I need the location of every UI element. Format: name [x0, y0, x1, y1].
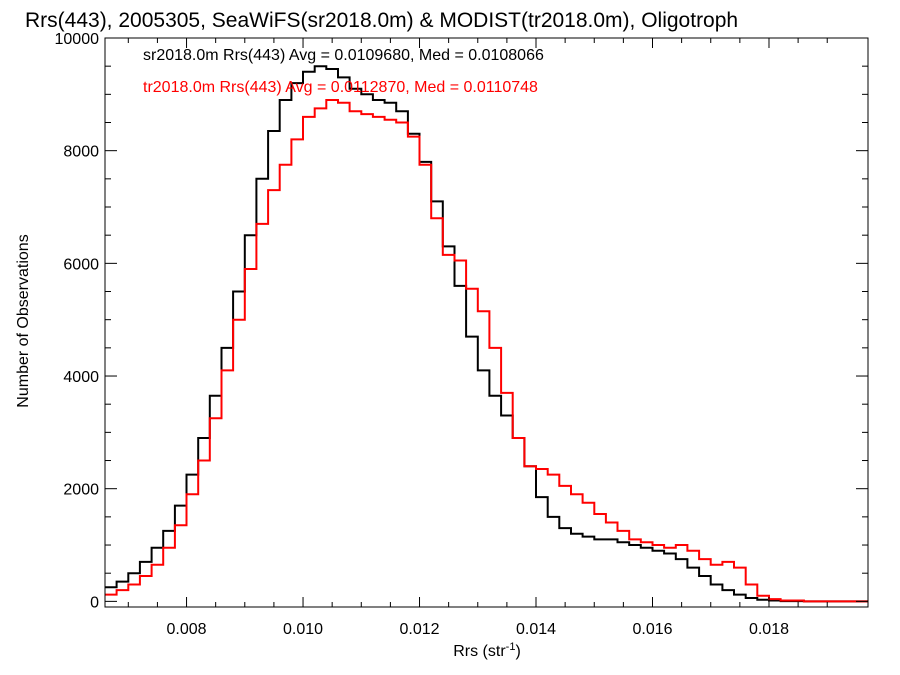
y-tick-label: 8000	[63, 144, 99, 161]
x-axis-label: Rrs (str-1)	[453, 641, 521, 660]
y-tick-label: 10000	[55, 31, 100, 48]
series-sr2018-line	[105, 65, 868, 603]
x-tick-label: 0.012	[399, 621, 439, 638]
x-tick-label: 0.010	[283, 621, 323, 638]
series-lines	[105, 65, 868, 603]
x-tick-labels: 0.008 0.010 0.012 0.014 0.016 0.018	[167, 621, 790, 638]
series-tr2018-line	[105, 99, 868, 603]
y-tick-label: 6000	[63, 256, 99, 273]
y-tick-labels: 0 2000 4000 6000 8000 10000	[55, 31, 100, 611]
x-tick-label: 0.014	[516, 621, 556, 638]
y-tick-label: 0	[90, 594, 99, 611]
y-axis-label: Number of Observations	[15, 234, 32, 407]
y-tick-label: 4000	[63, 369, 99, 386]
y-tick-label: 2000	[63, 482, 99, 499]
axis-ticks	[105, 37, 868, 607]
chart-title: Rrs(443), 2005305, SeaWiFS(sr2018.0m) & …	[25, 9, 738, 32]
plot-frame	[104, 37, 869, 608]
x-tick-label: 0.016	[632, 621, 672, 638]
x-tick-label: 0.018	[749, 621, 789, 638]
legend-entry-sr2018: sr2018.0m Rrs(443) Avg = 0.0109680, Med …	[143, 47, 544, 64]
x-tick-label: 0.008	[167, 621, 207, 638]
legend-entry-tr2018: tr2018.0m Rrs(443) Avg = 0.0112870, Med …	[143, 79, 538, 96]
